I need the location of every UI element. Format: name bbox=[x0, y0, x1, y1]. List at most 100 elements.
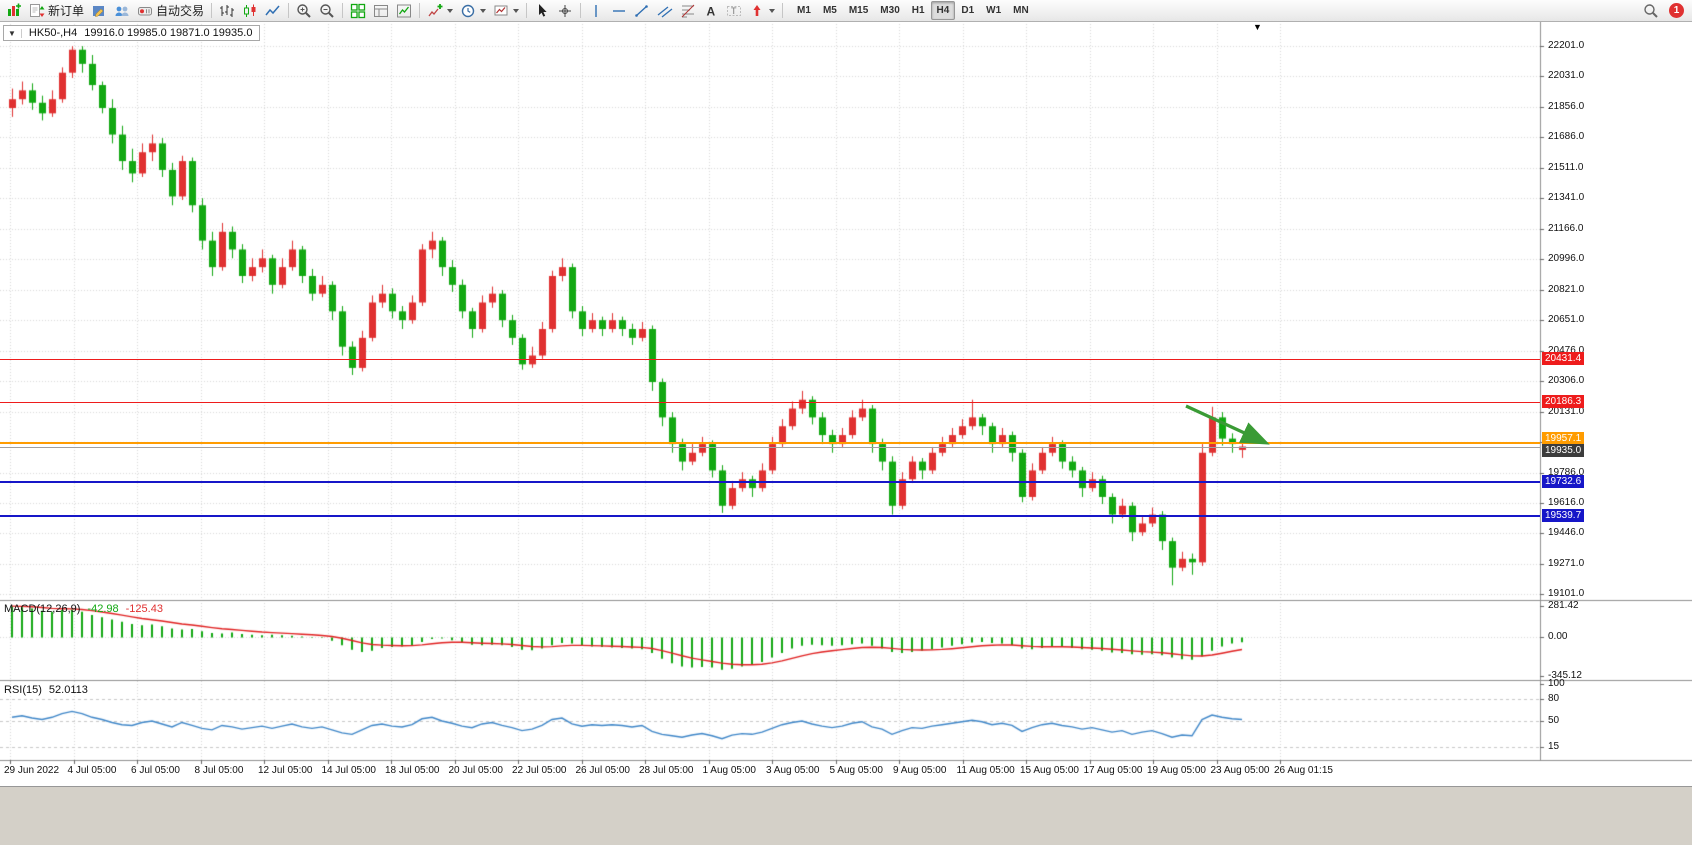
time-axis-tick: 9 Aug 05:00 bbox=[893, 765, 947, 776]
notification-badge[interactable]: 1 bbox=[1669, 3, 1684, 18]
horizontal-line-20186.3[interactable] bbox=[0, 402, 1540, 404]
price-axis-tick: 20306.0 bbox=[1548, 374, 1585, 386]
price-axis-tick: 19446.0 bbox=[1548, 527, 1585, 538]
fibonacci-retracement-icon bbox=[681, 4, 695, 17]
chart-shift-marker[interactable]: ▼ bbox=[1253, 22, 1262, 32]
crosshair-icon bbox=[559, 4, 572, 17]
chart-overlay: 22201.0 22031.0 21856.0 21686.0 21511.0 21341… bbox=[0, 22, 1692, 786]
price-axis-tick: 20996.0 bbox=[1548, 253, 1585, 264]
horizontal-line-19539.7[interactable] bbox=[0, 515, 1540, 518]
candlestick-chart-icon bbox=[244, 4, 256, 17]
arrow-objects-button[interactable] bbox=[746, 1, 778, 21]
timeframe-m5-button[interactable]: M5 bbox=[822, 5, 837, 16]
timeframe-mn-button[interactable]: MN bbox=[1013, 5, 1029, 16]
candlestick-chart-button[interactable] bbox=[239, 1, 261, 21]
templates-button[interactable] bbox=[490, 1, 522, 21]
macd-value: -42.98 bbox=[87, 603, 119, 615]
horizontal-line-19935.0[interactable] bbox=[0, 446, 1540, 448]
time-axis-tick: 17 Aug 05:00 bbox=[1083, 765, 1143, 776]
rsi-indicator-label: RSI(15) 52.0113 bbox=[4, 684, 88, 696]
time-axis-tick: 1 Aug 05:00 bbox=[702, 765, 756, 776]
bar-chart-button[interactable] bbox=[216, 1, 238, 21]
horizontal-line-20431.4[interactable] bbox=[0, 358, 1540, 360]
toolbar-separator bbox=[580, 3, 582, 18]
time-axis-tick: 28 Jul 05:00 bbox=[639, 765, 694, 776]
timeframe-m15-button[interactable]: M15 bbox=[848, 5, 869, 16]
text-icon: A bbox=[707, 4, 716, 18]
line-chart-button[interactable] bbox=[262, 1, 284, 21]
new-order-button[interactable]: 新订单 bbox=[26, 1, 87, 21]
equidistant-channel-button[interactable] bbox=[654, 1, 676, 21]
price-axis-tick: 20651.0 bbox=[1548, 314, 1585, 325]
fibonacci-retracement-button[interactable] bbox=[677, 1, 699, 21]
timeframe-m30-button[interactable]: M30 bbox=[880, 5, 900, 16]
data-window-icon bbox=[397, 4, 412, 17]
macd-indicator-label: MACD(12,26,9) -42.98 -125.43 bbox=[4, 603, 163, 615]
timeframe-w1-button[interactable]: W1 bbox=[986, 5, 1002, 16]
horizontal-line-19957.1[interactable] bbox=[0, 441, 1540, 444]
auto-trading-label: 自动交易 bbox=[156, 4, 205, 18]
metaeditor-button[interactable] bbox=[88, 1, 110, 21]
price-level-label-19957.1: 19957.1 bbox=[1542, 431, 1585, 445]
new-order-label: 新订单 bbox=[48, 4, 85, 18]
time-axis-tick: 11 Aug 05:00 bbox=[956, 765, 1015, 776]
horizontal-line-icon bbox=[613, 9, 626, 12]
toolbar-separator bbox=[419, 3, 421, 18]
vertical-line-button[interactable] bbox=[585, 1, 607, 21]
price-axis-tick: 21511.0 bbox=[1548, 161, 1584, 173]
price-axis-tick: 22031.0 bbox=[1548, 70, 1585, 82]
macd-scale-tick: 281.42 bbox=[1548, 600, 1579, 611]
rsi-name: RSI(15) bbox=[4, 684, 42, 696]
search-button[interactable] bbox=[1640, 1, 1662, 21]
cursor-icon bbox=[539, 3, 547, 17]
chevron-down-icon bbox=[447, 8, 454, 13]
time-axis-tick: 5 Aug 05:00 bbox=[829, 765, 883, 776]
time-axis-tick: 4 Jul 05:00 bbox=[67, 765, 117, 776]
timeframe-h1-button[interactable]: H1 bbox=[911, 5, 925, 16]
chart-info-box: ▼ HK50-,H4 19916.0 19985.0 19871.0 19935… bbox=[3, 25, 261, 41]
toolbar-separator bbox=[526, 3, 528, 18]
new-chart-button[interactable] bbox=[3, 1, 25, 21]
zoom-in-button[interactable] bbox=[293, 1, 315, 21]
tile-windows-button[interactable] bbox=[347, 1, 369, 21]
horizontal-line-19732.6[interactable] bbox=[0, 481, 1540, 484]
time-axis-tick: 22 Jul 05:00 bbox=[512, 765, 567, 776]
text-button[interactable]: A bbox=[700, 1, 722, 21]
price-axis-tick: 20476.0 bbox=[1548, 344, 1585, 356]
macd-scale-tick: 0.00 bbox=[1548, 631, 1568, 643]
price-level-label-19539.7: 19539.7 bbox=[1542, 509, 1585, 523]
text-label-button[interactable]: T bbox=[723, 1, 745, 21]
cursor-button[interactable] bbox=[531, 1, 553, 21]
equidistant-channel-icon bbox=[657, 5, 673, 18]
cascade-windows-button[interactable] bbox=[370, 1, 392, 21]
price-axis-tick: 19616.0 bbox=[1548, 496, 1585, 508]
time-axis-tick: 23 Aug 05:00 bbox=[1210, 765, 1270, 776]
chart-canvas[interactable] bbox=[0, 22, 1692, 786]
crosshair-button[interactable] bbox=[554, 1, 576, 21]
time-axis-tick: 20 Jul 05:00 bbox=[448, 765, 504, 776]
timeframe-m1-button[interactable]: M1 bbox=[797, 5, 811, 16]
svg-text:T: T bbox=[731, 6, 737, 16]
data-window-button[interactable] bbox=[393, 1, 415, 21]
zoom-in-icon bbox=[297, 3, 311, 18]
toolbar-separator bbox=[288, 3, 290, 18]
rsi-scale-tick: 80 bbox=[1548, 692, 1560, 704]
rsi-scale-tick: 50 bbox=[1548, 715, 1560, 726]
add-indicator-button[interactable] bbox=[424, 1, 456, 21]
time-axis-tick: 26 Aug 01:15 bbox=[1274, 765, 1333, 776]
trend-arrow-annotation[interactable] bbox=[1182, 400, 1277, 452]
trendline-button[interactable] bbox=[631, 1, 653, 21]
time-axis-tick: 19 Aug 05:00 bbox=[1147, 765, 1206, 776]
chart-info-expander-icon[interactable]: ▼ bbox=[8, 28, 22, 38]
timeframe-h4-button[interactable]: H4 bbox=[930, 1, 956, 20]
toolbar-right-tools: 1 bbox=[1640, 1, 1689, 21]
window-bottom-area bbox=[0, 786, 1692, 845]
community-button[interactable] bbox=[111, 1, 133, 21]
periods-button[interactable] bbox=[457, 1, 489, 21]
zoom-out-button[interactable] bbox=[316, 1, 338, 21]
auto-trading-button[interactable]: 自动交易 bbox=[134, 1, 207, 21]
horizontal-line-button[interactable] bbox=[608, 1, 630, 21]
timeframe-d1-button[interactable]: D1 bbox=[961, 5, 975, 16]
price-axis-tick: 22201.0 bbox=[1548, 40, 1585, 51]
chevron-down-icon bbox=[769, 8, 776, 13]
